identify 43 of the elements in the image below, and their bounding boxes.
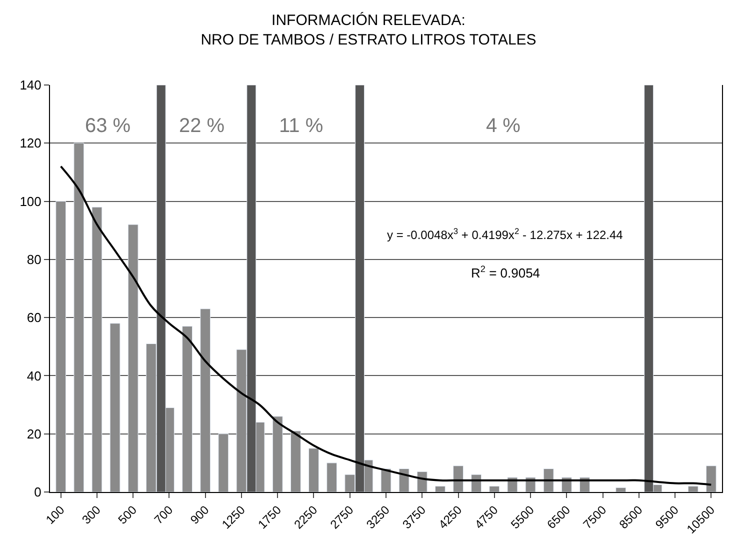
y-tick-label: 100 [20,194,42,209]
bar [56,201,66,492]
annotation: 63 % [85,115,131,137]
bar [616,487,626,492]
bar [128,224,138,492]
y-tick-label: 140 [20,78,42,93]
bar [200,308,211,492]
bar [416,471,428,492]
bar [326,462,338,492]
y-tick-label: 0 [34,484,42,500]
x-tick-label: 500 [115,502,140,527]
bar [453,466,464,492]
chart-title: INFORMACIÓN RELEVADA: NRO DE TAMBOS / ESTRATO LITROS TOTALES [200,11,536,49]
bar [380,468,392,492]
y-tick-label: 40 [26,368,42,384]
bar [706,466,716,492]
annotation: 4 % [486,115,521,137]
bar [290,430,301,492]
x-tick-label: 700 [152,502,176,527]
bar [272,416,283,492]
y-tick-label: 80 [26,252,42,267]
bar [110,323,120,492]
bar [308,448,319,492]
line-series [60,165,712,486]
bar [182,326,193,492]
bar [434,486,446,492]
annotation: R$^{2}$ = 0.9054 [471,264,540,280]
annotation: y = -0.0048x$^{3}$ + 0.4199x$^{2}$ - 12.275x + 122.44 [387,226,624,242]
bar [489,486,500,492]
bar [688,486,698,492]
x-tick-label: 900 [188,502,212,527]
annotation: 11 % [279,115,324,137]
annotation: 22 % [179,115,225,137]
x-tick-label: 300 [79,502,104,527]
bar [543,468,554,492]
x-tick-label: 100 [43,502,68,527]
bar [398,468,410,492]
bar [74,142,84,492]
bar [92,206,102,492]
y-tick-label: 120 [20,136,42,151]
y-tick-label: 20 [26,426,42,442]
y-tick-label: 60 [26,310,42,326]
bar [218,434,229,492]
